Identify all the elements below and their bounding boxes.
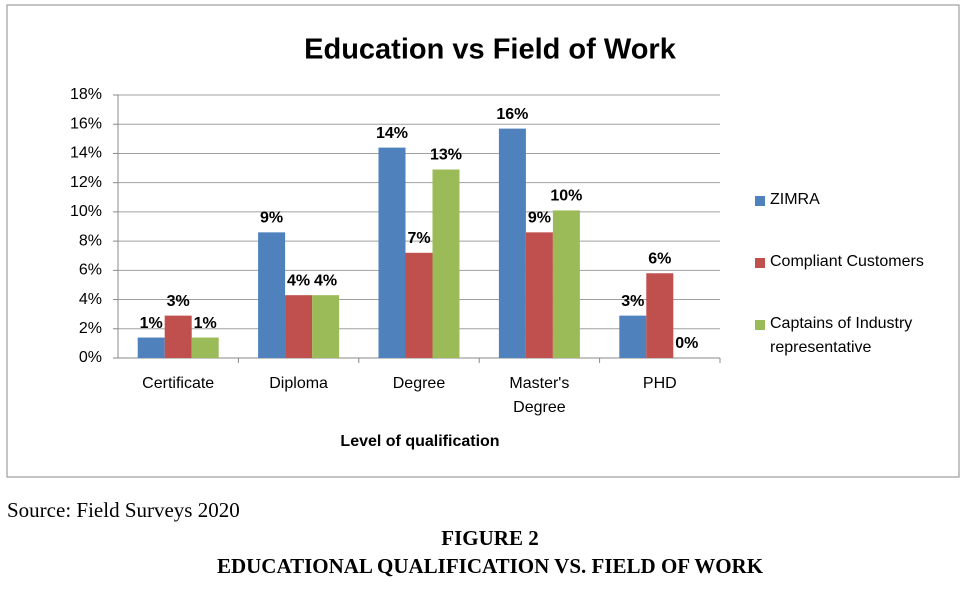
bar [191,337,219,358]
bar [378,147,406,358]
bar [498,128,526,358]
chart-title: Education vs Field of Work [304,34,677,66]
bar [619,315,647,358]
x-tick-label: Master's Degree [509,375,570,416]
legend-label-box: ZIMRA [770,191,820,208]
value-label: 6% [648,250,671,267]
x-tick-label: PHD [642,375,677,392]
bar [258,232,286,358]
x-tick-label-box: Degree [392,375,446,392]
figure-label: FIGURE 2 [441,526,538,550]
y-tick-label: 4% [79,291,102,308]
value-label: 1% [194,315,217,332]
value-label: 3% [167,293,190,310]
legend-label-box: Captains of Industry representative [770,315,913,356]
y-tick-label: 14% [70,145,102,162]
x-tick-label-box: PHD [642,375,677,392]
value-label: 3% [621,293,644,310]
y-tick-label: 12% [70,174,102,191]
value-label: 4% [287,272,310,289]
value-label: 7% [407,230,430,247]
legend-swatch [755,196,765,206]
legend-swatch [755,258,765,268]
bar [646,273,674,358]
legend-label: Captains of Industry representative [770,315,913,356]
value-label: 4% [314,272,337,289]
value-label: 9% [528,210,551,227]
value-label: 13% [430,147,462,164]
bar [405,252,433,358]
bar [137,337,165,358]
y-tick-label: 2% [79,320,102,337]
y-tick-label: 8% [79,232,102,249]
x-axis-title: Level of qualification [340,433,499,450]
bar [164,315,192,358]
x-tick-label-box: Master's Degree [509,375,570,416]
y-tick-label: 6% [79,262,102,279]
y-tick-label: 18% [70,86,102,103]
value-label: 9% [260,210,283,227]
legend-label-box: Compliant Customers [770,253,924,270]
bar [312,295,340,358]
bar [285,295,313,358]
value-label: 1% [140,315,163,332]
x-tick-label: Degree [392,375,446,392]
y-tick-label: 10% [70,203,102,220]
value-label: 0% [675,335,698,352]
figure-caption: EDUCATIONAL QUALIFICATION VS. FIELD OF W… [217,554,764,578]
x-tick-label: Diploma [269,375,328,392]
legend-label: ZIMRA [770,191,820,208]
bar [432,169,460,358]
y-tick-label: 16% [70,115,102,132]
x-tick-label: Certificate [142,375,215,392]
value-label: 14% [376,125,408,142]
x-tick-label-box: Diploma [269,375,328,392]
y-tick-label: 0% [79,349,102,366]
legend-label: Compliant Customers [770,253,924,270]
bar [525,232,553,358]
value-label: 10% [550,188,582,205]
legend-swatch [755,320,765,330]
source-note: Source: Field Surveys 2020 [7,498,240,522]
bar [552,210,580,358]
x-tick-label-box: Certificate [142,375,215,392]
value-label: 16% [496,106,528,123]
